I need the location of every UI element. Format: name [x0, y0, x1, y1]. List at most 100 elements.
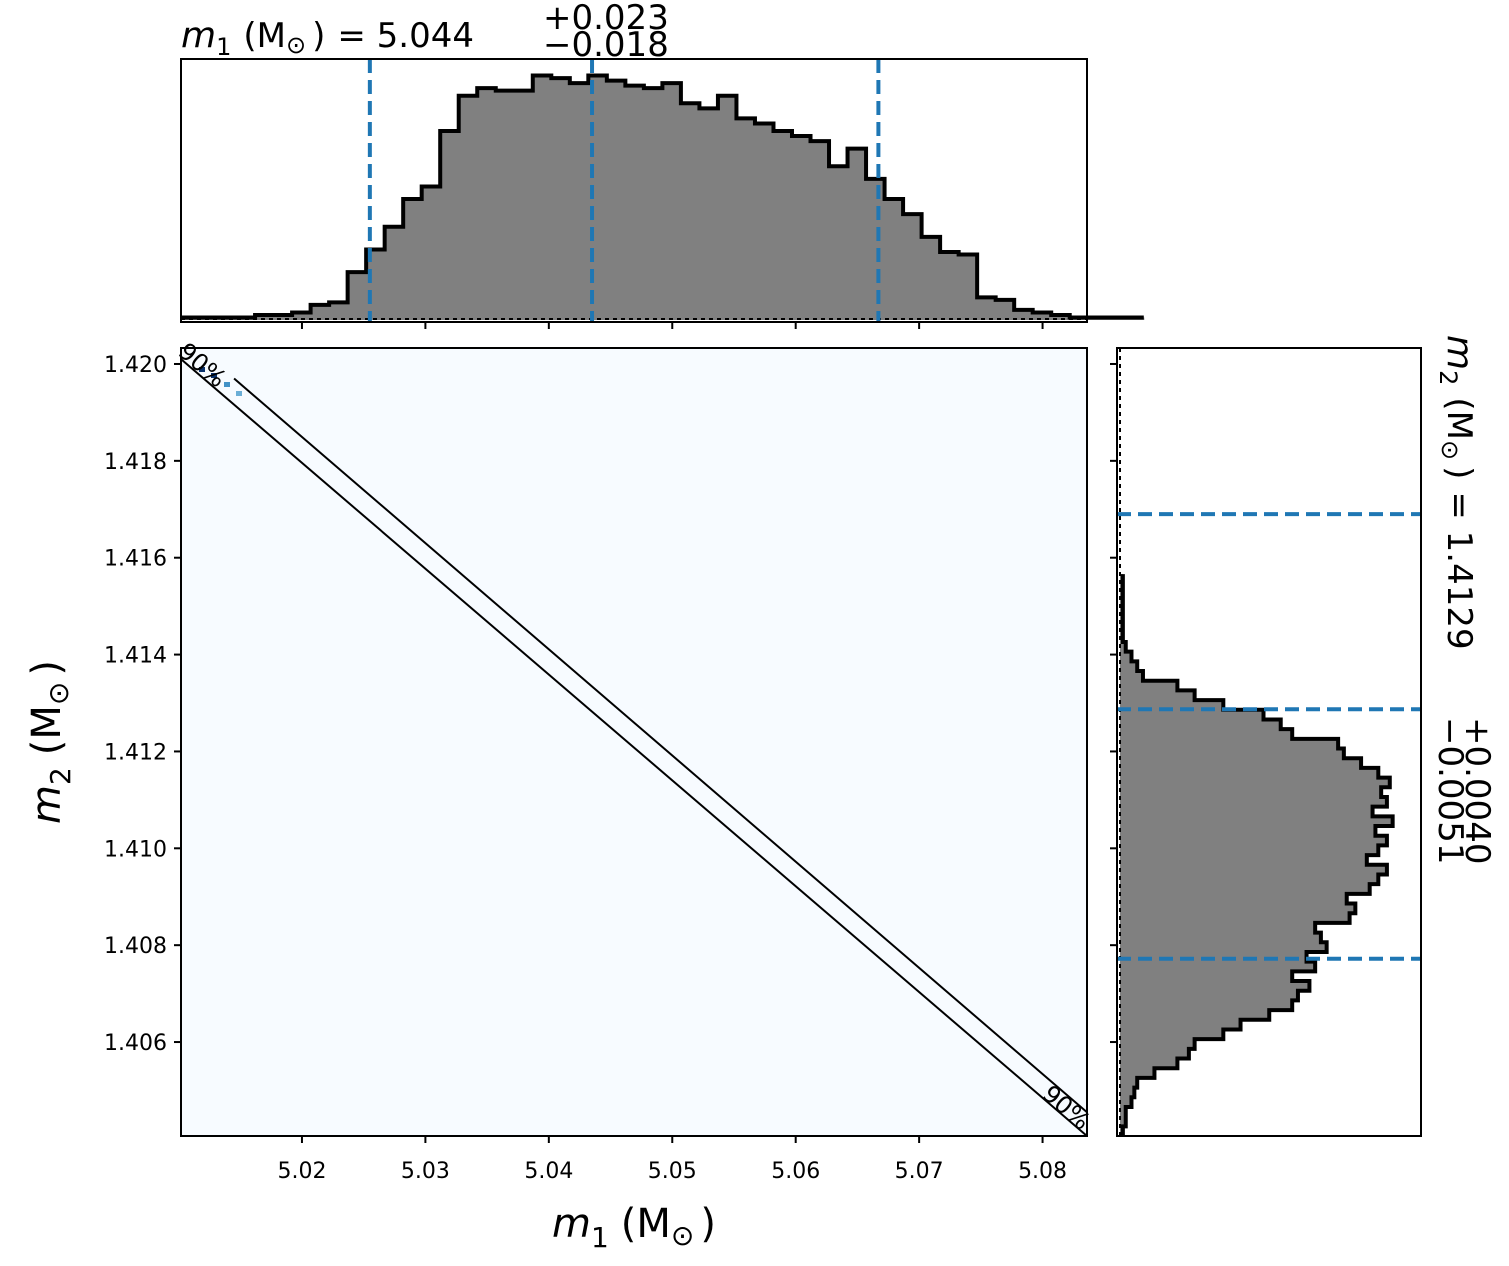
x-axis-label: m1 (M⊙)	[552, 1201, 716, 1254]
m1-hist-bar	[736, 118, 756, 321]
m2-hist-bar	[1120, 835, 1387, 846]
m1-hist-bar	[384, 226, 404, 320]
m1-hist-bar	[1014, 309, 1034, 320]
joint-y-ticks: 1.406 1.408 1.410 1.412 1.414 1.416 1.418 1.420	[104, 353, 181, 1056]
m1-hist-bar	[773, 131, 793, 320]
m1-hist-bar	[643, 88, 663, 320]
m2-hist-bar	[1120, 661, 1138, 672]
y-axis-label: m2 (M⊙)	[24, 660, 77, 824]
joint-contour-line	[233, 377, 1088, 1114]
m2-hist-bar	[1120, 971, 1293, 982]
m2-hist-bar	[1120, 816, 1393, 827]
y-label-sub: 2	[44, 767, 77, 785]
m2-hist-bar	[1120, 729, 1293, 740]
m1-title-plus: +0.023	[543, 0, 669, 38]
m1-title-value: = 5.044	[337, 16, 474, 56]
joint-x-tick-label: 5.02	[277, 1159, 326, 1184]
m1-hist-bar	[440, 131, 460, 320]
m2-hist-bar	[1120, 796, 1387, 808]
m1-marginal-frame	[180, 58, 1088, 323]
m1-hist-bar	[403, 199, 423, 320]
joint-contours	[180, 358, 1088, 1137]
m2-hist-bar	[1120, 787, 1382, 798]
m1-hist-outline	[181, 73, 1144, 320]
m1-title-sub: 1	[216, 33, 231, 61]
joint-x-ticks: 5.02 5.03 5.04 5.05 5.06 5.07 5.08	[277, 1136, 1067, 1184]
m1-hist-bar	[255, 314, 275, 320]
joint-density-cell	[211, 373, 217, 378]
m1-title-close: )	[312, 16, 325, 56]
x-label-var: m	[552, 1201, 591, 1247]
m1-hist-bar	[477, 88, 497, 320]
joint-x-tick-label: 5.04	[524, 1159, 573, 1184]
m2-hist-bar	[1120, 826, 1376, 837]
m1-title-var: m	[181, 15, 216, 56]
m2-hist-bar	[1120, 1039, 1195, 1050]
m2-hist-bar	[1120, 671, 1143, 682]
x-label-sun: ⊙	[671, 1219, 694, 1252]
m2-hist-bar	[1120, 884, 1370, 895]
joint-x-tick-label: 5.05	[648, 1159, 697, 1184]
m1-hist-bar	[791, 136, 812, 320]
m1-hist-bar	[847, 148, 867, 320]
m2-hist-bar	[1120, 1000, 1293, 1011]
y-label-sun: ⊙	[42, 682, 75, 705]
m1-title-minus: −0.018	[543, 25, 669, 65]
joint-frame	[180, 347, 1088, 1137]
x-label-close: )	[700, 1201, 716, 1247]
m1-hist-bar	[532, 75, 552, 320]
joint-x-tick-label: 5.08	[1018, 1159, 1067, 1184]
m2-hist-bar	[1120, 893, 1347, 905]
m1-hist-bar	[754, 123, 774, 320]
m2-hist-bar	[1120, 922, 1316, 934]
m1-hist-bar	[995, 299, 1015, 320]
m1-hist-bar	[977, 297, 997, 320]
m1-title-sun: ⊙	[286, 31, 306, 59]
m1-hist-bar	[810, 141, 830, 320]
m1-hist-bar	[606, 80, 626, 320]
m2-hist-bar	[1120, 1087, 1135, 1098]
x-label-unit: (M	[621, 1201, 671, 1247]
m1-hist-bar	[569, 83, 589, 321]
joint-x-tick-label: 5.03	[401, 1159, 450, 1184]
m2-hist-bar	[1120, 1058, 1178, 1069]
m1-hist-bar	[940, 251, 960, 320]
m2-marginal-title: m2 (M⊙) = 1.4129	[1434, 335, 1480, 650]
m2-hist-bar	[1120, 961, 1316, 972]
m2-hist-bar	[1120, 767, 1379, 779]
joint-density-cell	[199, 367, 205, 372]
m2-hist-bar	[1120, 845, 1379, 856]
m2-title-plus: +0.0040	[1457, 717, 1497, 864]
m2-title-var: m	[1439, 335, 1480, 370]
m1-marginal-panel: m1 (M⊙) = 5.044 +0.023 −0.018	[180, 0, 1145, 329]
m1-hist-bar	[829, 166, 849, 320]
m2-marginal-ticks	[1110, 362, 1117, 1044]
y-label-unit: (M	[24, 705, 70, 755]
m1-hist-bar	[958, 254, 978, 320]
joint-y-tick-label: 1.410	[104, 837, 167, 862]
m2-hist-bar	[1120, 700, 1224, 711]
joint-panel: 90%90% 5.02 5.03 5.04 5.05 5.06 5.07 5.08 1.40…	[24, 337, 1096, 1254]
m1-hist-bar	[1032, 312, 1052, 320]
joint-y-tick-label: 1.414	[104, 644, 167, 669]
m2-title-close: )	[1439, 466, 1479, 479]
m1-hist-bar	[273, 314, 293, 320]
joint-y-tick-label: 1.408	[104, 934, 167, 959]
m1-hist-bar	[310, 304, 330, 320]
m2-hist-bar	[1120, 1077, 1138, 1089]
m2-hist-bar	[1120, 1029, 1224, 1040]
m1-marginal-title: m1 (M⊙) = 5.044	[181, 15, 474, 61]
m2-title-value: = 1.4129	[1439, 491, 1479, 649]
joint-density-background	[181, 348, 1087, 1136]
m2-hist-bar	[1120, 738, 1339, 750]
m1-hist-bar	[903, 214, 923, 320]
m2-hist-bar	[1120, 1048, 1189, 1060]
m2-hist-bar	[1120, 651, 1132, 662]
m2-title-unit: (M	[1439, 397, 1479, 440]
m2-title-sub: 2	[1434, 370, 1462, 385]
m2-hist-bar	[1120, 864, 1387, 875]
joint-density-peak	[199, 367, 242, 396]
m2-hist-bar	[1120, 690, 1195, 701]
joint-y-tick-label: 1.418	[104, 450, 167, 475]
